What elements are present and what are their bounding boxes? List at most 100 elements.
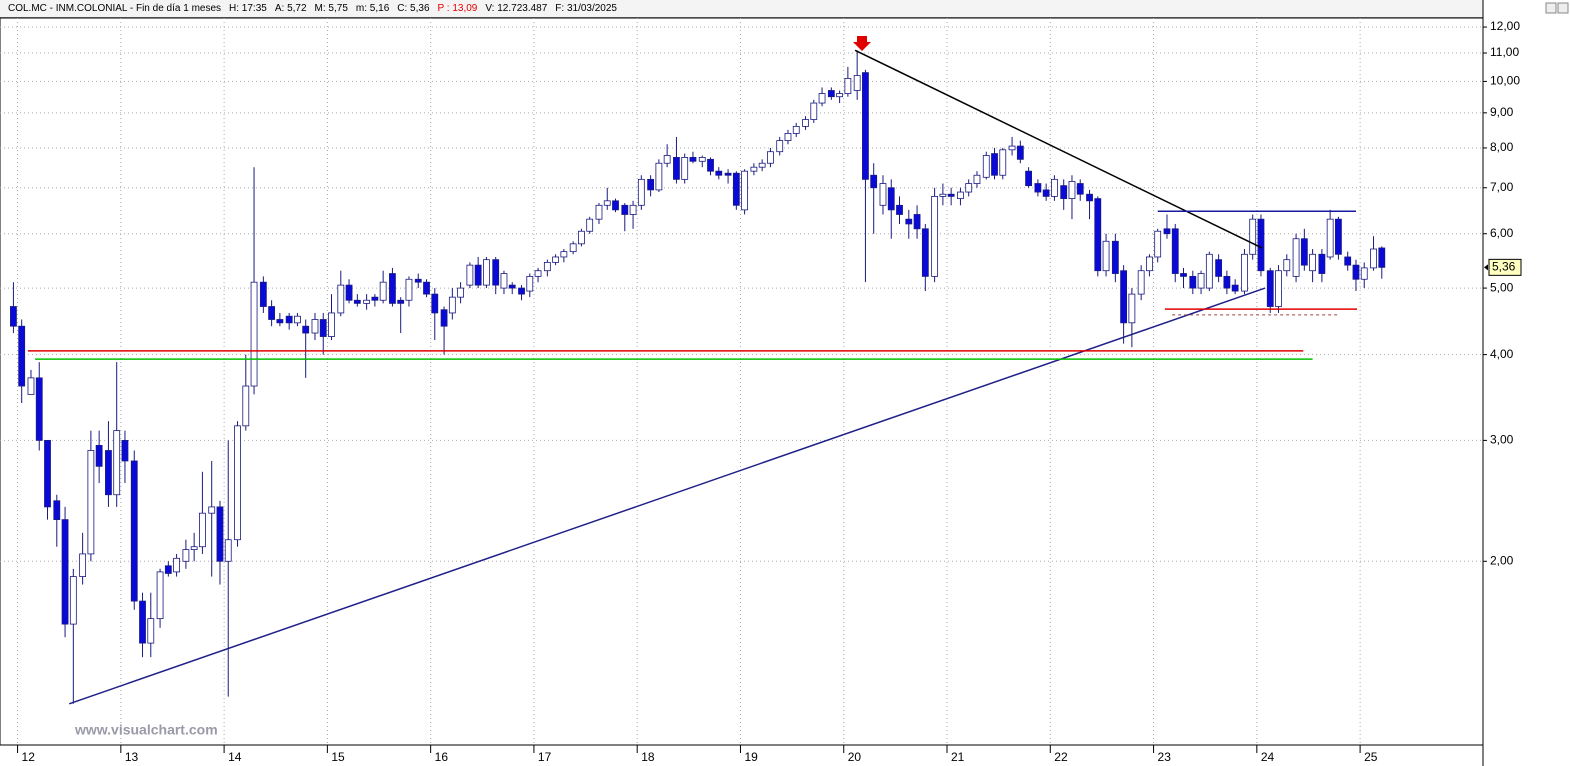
last-price-label: 5,36 (1492, 260, 1516, 274)
candle-body (1137, 270, 1145, 295)
candle-body (741, 170, 748, 211)
x-tick-label: 19 (744, 750, 758, 764)
candle-body (647, 178, 655, 191)
candle-body (750, 166, 758, 172)
candle-body (353, 299, 361, 304)
watermark: www.visualchart.com (74, 722, 218, 738)
y-tick-label: 9,00 (1490, 105, 1514, 119)
candle-body (1223, 275, 1231, 289)
candle-body (982, 155, 990, 178)
candle-body (44, 439, 51, 508)
window-button[interactable] (1545, 2, 1557, 14)
candle-body (534, 270, 542, 277)
candle-body (1128, 293, 1136, 324)
candle-body (1008, 145, 1016, 151)
candle-body (1120, 270, 1128, 324)
y-tick-label: 4,00 (1490, 347, 1514, 361)
candle-body (913, 214, 921, 230)
candle-body (371, 296, 379, 301)
candle-body (345, 284, 353, 301)
candle-body (130, 460, 138, 602)
candle-body (448, 296, 456, 314)
info-item: M: 5,75 (314, 3, 348, 14)
candle-body (784, 132, 792, 141)
candle-body (673, 157, 680, 180)
candle-body (208, 506, 216, 514)
candle-body (586, 218, 594, 232)
info-item: H: 17:35 (229, 3, 267, 14)
candle-body (724, 172, 732, 176)
x-tick-label: 21 (951, 750, 965, 764)
candle-body (492, 259, 500, 286)
candle-body (1231, 284, 1239, 292)
drawn-line (68, 287, 1266, 705)
candle-body (827, 90, 835, 98)
candle-body (939, 193, 947, 197)
candle-body (199, 512, 206, 548)
candle-body (1326, 218, 1334, 258)
candle-body (802, 119, 809, 127)
candle-body (294, 315, 301, 324)
candle-body (1215, 259, 1223, 277)
candle-body (1068, 181, 1076, 200)
candle-body (121, 439, 129, 462)
candle-body (818, 93, 826, 104)
drawn-line (854, 49, 1263, 249)
candle-body (792, 125, 800, 134)
arrow-marker (853, 36, 871, 51)
candle-body (105, 450, 112, 496)
candle-body (853, 75, 861, 91)
candle-body (870, 174, 878, 189)
candle-body (1146, 256, 1153, 272)
candle-body (1205, 253, 1213, 289)
candle-body (621, 204, 629, 215)
candle-body (147, 618, 155, 644)
candle-body (526, 275, 534, 292)
candle-body (603, 200, 611, 206)
y-tick-label: 10,00 (1490, 74, 1520, 88)
y-tick-label: 11,00 (1490, 45, 1519, 59)
candle-body (139, 600, 146, 644)
window-button[interactable] (1557, 2, 1569, 14)
candle-body (397, 299, 405, 304)
candle-body (1378, 247, 1386, 268)
candle-body (319, 319, 327, 337)
x-tick-label: 18 (641, 750, 655, 764)
candle-body (423, 281, 430, 295)
candle-body (1076, 183, 1084, 195)
candle-body (921, 228, 929, 277)
candle-body (431, 293, 439, 314)
candle-body (595, 204, 603, 220)
y-tick-label: 7,00 (1490, 180, 1514, 194)
candle-body (10, 306, 17, 327)
candle-body (1171, 228, 1179, 274)
candle-body (483, 259, 490, 286)
candle-body (887, 187, 895, 211)
candle-body (1111, 240, 1119, 274)
candle-body (173, 557, 180, 573)
candle-body (810, 102, 818, 120)
candle-body (328, 312, 335, 337)
candle-body (440, 309, 448, 327)
candle-body (500, 273, 508, 289)
candle-body (405, 278, 413, 301)
candle-body (569, 243, 577, 253)
candle-body (957, 191, 964, 200)
candle-body (182, 549, 190, 562)
candle-body (457, 287, 464, 298)
candle-body (1266, 270, 1274, 307)
x-tick-label: 14 (228, 750, 242, 764)
candle-body (1016, 145, 1024, 160)
info-item: V: 12.723.487 (485, 3, 548, 14)
candle-body (276, 319, 284, 324)
candle-body (931, 196, 939, 277)
candle-body (1060, 185, 1068, 200)
y-tick-label: 2,00 (1490, 553, 1514, 567)
candle-body (337, 284, 345, 314)
candle-body (1360, 267, 1368, 280)
info-item: m: 5,16 (355, 3, 390, 14)
candle-body (268, 306, 276, 320)
candle-body (1102, 240, 1110, 272)
candle-body (379, 281, 387, 301)
